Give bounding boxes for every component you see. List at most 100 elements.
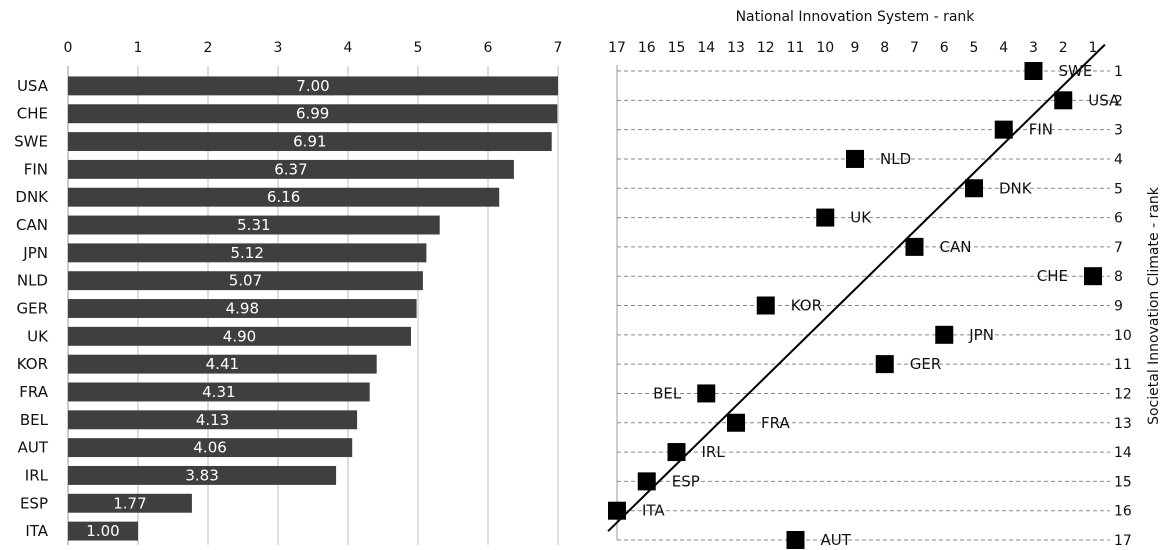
scatter-x-tick-label: 12: [757, 40, 775, 56]
bar-category-label: FRA: [19, 383, 48, 401]
scatter-x-tick-label: 10: [816, 40, 834, 56]
scatter-point: [637, 472, 656, 491]
bar-category-label: AUT: [18, 439, 49, 457]
bar: [68, 382, 370, 402]
scatter-point: [786, 531, 805, 549]
scatter-y-tick-label: 7: [1114, 240, 1123, 256]
scatter-x-tick-label: 14: [697, 40, 715, 56]
bar-value-label: 5.31: [237, 216, 270, 234]
bar-x-tick-labels: 0 1 2 3 4 5 6 7: [64, 40, 563, 56]
bar: [68, 521, 138, 541]
scatter-gridlines: [617, 70, 1110, 541]
scatter-point-labels: SWE USA FIN NLD DNK UK CAN CHE KOR JPN GER BEL FRA IR…: [642, 62, 1120, 549]
bar-category-label: SWE: [14, 133, 48, 151]
scatter-point-label: ESP: [672, 472, 700, 490]
scatter-point-label: IRL: [702, 443, 726, 461]
bar-category-label: GER: [16, 300, 48, 318]
scatter-point: [727, 413, 745, 432]
bar-value-label: 4.06: [193, 439, 226, 457]
scatter-y-tick-label: 11: [1114, 357, 1132, 373]
scatter-point: [905, 237, 924, 256]
scatter-point: [994, 120, 1013, 139]
bar-category-label: CAN: [16, 216, 48, 234]
scatter-point-label: CHE: [1037, 267, 1068, 285]
bar-value-label: 4.31: [202, 383, 235, 401]
bar-value-label: 5.12: [230, 244, 263, 262]
bar-category-label: DNK: [15, 188, 49, 206]
scatter-point-label: GER: [910, 355, 942, 373]
scatter-y-tick-label: 3: [1114, 123, 1123, 139]
scatter-point: [608, 501, 626, 520]
scatter-x-tick-label: 17: [608, 40, 626, 56]
scatter-y-tick-label: 8: [1114, 269, 1123, 285]
scatter-y-tick-label: 16: [1114, 504, 1132, 520]
scatter-y-tick-label: 6: [1114, 211, 1123, 227]
scatter-x-tick-label: 8: [880, 40, 889, 56]
scatter-y-tick-label: 9: [1114, 299, 1123, 315]
scatter-point-label: BEL: [653, 384, 682, 402]
bar-value-label: 4.98: [226, 300, 259, 318]
scatter-point-label: KOR: [791, 297, 822, 315]
scatter-y-tick-label: 14: [1114, 445, 1132, 461]
bar: [68, 299, 417, 318]
scatter-x-tick-label: 7: [910, 40, 919, 56]
scatter-point-label: USA: [1088, 91, 1120, 109]
scatter-x-tick-label: 16: [638, 40, 656, 56]
scatter-x-tick-label: 9: [851, 40, 860, 56]
scatter-point-label: SWE: [1059, 62, 1093, 80]
bar: [68, 354, 377, 374]
bar-value-label: 1.00: [86, 522, 119, 540]
bar-category-label: IRL: [25, 466, 49, 484]
bar-category-label: FIN: [24, 160, 48, 178]
bar-category-label: BEL: [20, 411, 49, 429]
bar-value-labels: 7.00 6.99 6.91 6.37 6.16 5.31 5.12 5.07 4.98 4.90…: [86, 77, 329, 540]
bar-x-tick-label: 0: [64, 40, 73, 56]
scatter-y-tick-label: 4: [1114, 152, 1123, 168]
bar-category-labels: USA CHE SWE FIN DNK CAN JPN NLD GER UK KOR FRA BEL AU…: [14, 77, 49, 540]
bar-value-label: 4.90: [223, 327, 256, 345]
scatter-point: [1084, 267, 1102, 286]
bar-value-label: 6.91: [293, 133, 326, 151]
scatter-x-tick-labels: 17 16 15 14 13 12 11 10 9 8 7 6 5 4 3 2 1: [608, 40, 1097, 56]
bar-x-tick-label: 7: [554, 40, 563, 56]
scatter-point-label: AUT: [821, 531, 852, 549]
bar-x-tick-label: 6: [484, 40, 493, 56]
bar: [68, 187, 500, 207]
bar-x-tick-label: 5: [414, 40, 423, 56]
scatter-point: [935, 325, 954, 344]
scatter-x-tick-label: 6: [940, 40, 949, 56]
bar-x-tick-label: 1: [134, 40, 143, 56]
bar-category-label: USA: [17, 77, 49, 95]
scatter-point-label: ITA: [642, 502, 665, 520]
scatter-point: [697, 384, 716, 403]
scatter-x-tick-label: 15: [668, 40, 686, 56]
scatter-point: [965, 179, 983, 198]
bar: [68, 410, 358, 430]
bar-value-label: 7.00: [296, 77, 329, 95]
bar: [68, 243, 427, 263]
bar-category-label: ITA: [25, 522, 48, 540]
bar-category-label: KOR: [17, 355, 48, 373]
scatter-point-label: UK: [850, 209, 872, 227]
bar-x-tick-label: 2: [204, 40, 213, 56]
bar-category-label: ESP: [20, 494, 48, 512]
bar: [68, 159, 514, 179]
bar-category-label: UK: [27, 327, 49, 345]
scatter-trendline: [607, 43, 1106, 532]
scatter-point: [667, 443, 686, 462]
bar-value-label: 4.13: [196, 411, 229, 429]
scatter-y-tick-label: 13: [1114, 416, 1132, 432]
scatter-x-tick-label: 4: [999, 40, 1008, 56]
bar-x-tick-label: 3: [274, 40, 283, 56]
scatter-x-tick-label: 2: [1059, 40, 1068, 56]
bar-value-label: 5.07: [229, 272, 262, 290]
scatter-point-label: FIN: [1029, 121, 1053, 139]
bar: [68, 215, 440, 235]
bar: [68, 465, 337, 485]
bar-value-label: 1.77: [113, 494, 146, 512]
bar: [68, 132, 552, 152]
scatter-y-tick-label: 2: [1114, 93, 1123, 109]
scatter-y-axis-title: Societal Innovation Climate - rank: [1146, 186, 1162, 425]
scatter-points: [608, 62, 1102, 549]
